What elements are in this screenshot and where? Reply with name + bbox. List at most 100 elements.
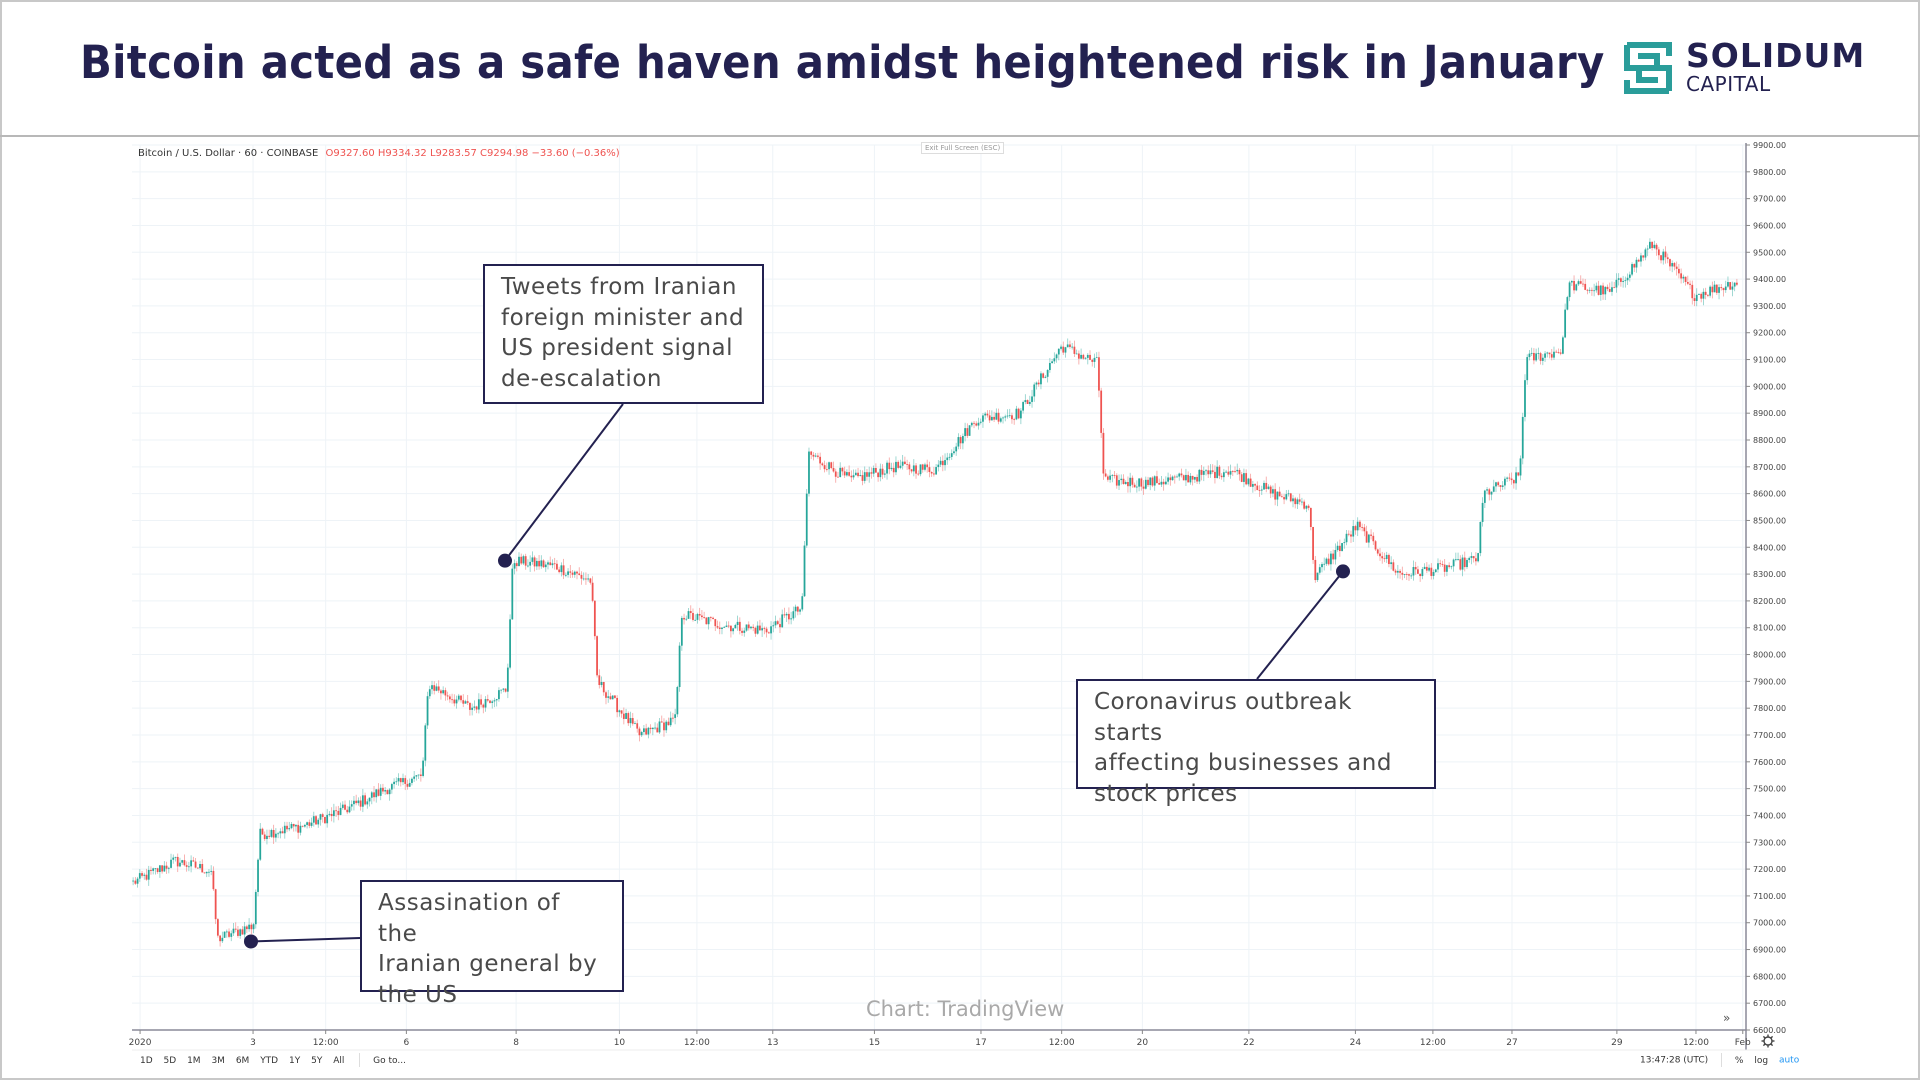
range-all-button[interactable]: All	[333, 1055, 345, 1066]
svg-text:8800.00: 8800.00	[1753, 436, 1786, 445]
svg-text:12:00: 12:00	[684, 1038, 710, 1048]
svg-text:8: 8	[513, 1038, 519, 1048]
chart-settings-gear-icon[interactable]	[1761, 1034, 1775, 1048]
svg-text:9900.00: 9900.00	[1753, 141, 1786, 150]
svg-text:7300.00: 7300.00	[1753, 838, 1786, 847]
svg-text:10: 10	[614, 1038, 626, 1048]
range-5y-button[interactable]: 5Y	[311, 1055, 323, 1066]
exit-fullscreen-button[interactable]: Exit Full Screen (ESC)	[921, 142, 1005, 154]
logo-subtitle: CAPITAL	[1686, 72, 1771, 96]
svg-text:8200.00: 8200.00	[1753, 597, 1786, 606]
svg-text:9700.00: 9700.00	[1753, 195, 1786, 204]
logo-wordmark: SOLIDUM	[1686, 36, 1866, 75]
svg-text:9100.00: 9100.00	[1753, 356, 1786, 365]
range-3m-button[interactable]: 3M	[211, 1055, 225, 1066]
svg-text:9300.00: 9300.00	[1753, 302, 1786, 311]
percent-scale-toggle[interactable]: %	[1734, 1055, 1744, 1066]
svg-text:6: 6	[404, 1038, 410, 1048]
annotation-line: Iranian general by	[378, 951, 598, 977]
svg-text:27: 27	[1506, 1038, 1517, 1048]
svg-text:6900.00: 6900.00	[1753, 946, 1786, 955]
annotation-assassination: Assasination of the Iranian general by t…	[360, 880, 624, 1008]
annotation-line: affecting businesses and	[1094, 750, 1392, 776]
page-title: Bitcoin acted as a safe haven amidst hei…	[80, 36, 1605, 89]
range-1d-button[interactable]: 1D	[140, 1055, 153, 1066]
goto-date-button[interactable]: Go to...	[373, 1055, 406, 1066]
annotation-line: de-escalation	[501, 365, 662, 392]
svg-text:3: 3	[250, 1038, 256, 1048]
range-ytd-button[interactable]: YTD	[260, 1055, 279, 1066]
svg-text:9600.00: 9600.00	[1753, 221, 1786, 230]
range-6m-button[interactable]: 6M	[235, 1055, 250, 1066]
range-1y-button[interactable]: 1Y	[289, 1055, 301, 1066]
svg-text:7900.00: 7900.00	[1753, 677, 1786, 686]
svg-text:8900.00: 8900.00	[1753, 409, 1786, 418]
svg-text:13: 13	[767, 1038, 778, 1048]
svg-text:12:00: 12:00	[1420, 1038, 1446, 1048]
svg-text:6600.00: 6600.00	[1753, 1026, 1786, 1035]
symbol-label: Bitcoin / U.S. Dollar · 60 · COINBASE	[138, 148, 319, 159]
svg-text:24: 24	[1350, 1038, 1362, 1048]
utc-clock: 13:47:28 (UTC)	[1640, 1055, 1709, 1066]
chart-source-watermark: Chart: TradingView	[866, 997, 1065, 1021]
range-toolbar: 1D 5D 1M 3M 6M YTD 1Y 5Y All Go to...	[140, 1053, 414, 1067]
svg-text:29: 29	[1611, 1038, 1623, 1048]
solidum-capital-logo: SOLIDUM CAPITAL	[1624, 36, 1884, 98]
svg-text:12:00: 12:00	[1049, 1038, 1075, 1048]
svg-text:15: 15	[869, 1038, 880, 1048]
svg-text:7000.00: 7000.00	[1753, 919, 1786, 928]
toolbar-divider	[359, 1053, 361, 1067]
svg-text:20: 20	[1137, 1038, 1149, 1048]
annotation-coronavirus: Coronavirus outbreak starts affecting bu…	[1076, 679, 1436, 807]
solidum-s-maze-icon	[1624, 42, 1672, 94]
svg-text:9200.00: 9200.00	[1753, 329, 1786, 338]
svg-text:8500.00: 8500.00	[1753, 516, 1786, 525]
annotation-line: Tweets from Iranian	[501, 274, 737, 300]
svg-text:7800.00: 7800.00	[1753, 704, 1786, 713]
svg-text:17: 17	[975, 1038, 986, 1048]
range-1m-button[interactable]: 1M	[187, 1055, 201, 1066]
annotation-line: US president signal	[501, 335, 734, 361]
ohlc-values: O9327.60 H9334.32 L9283.57 C9294.98 −33.…	[325, 148, 620, 159]
svg-text:9000.00: 9000.00	[1753, 382, 1786, 391]
svg-text:7200.00: 7200.00	[1753, 865, 1786, 874]
svg-text:7400.00: 7400.00	[1753, 811, 1786, 820]
annotation-callouts	[244, 403, 1350, 949]
svg-text:6800.00: 6800.00	[1753, 972, 1786, 981]
svg-text:22: 22	[1243, 1038, 1254, 1048]
svg-text:12:00: 12:00	[1683, 1038, 1709, 1048]
annotation-marker-dot	[498, 553, 512, 568]
annotation-line: Coronavirus outbreak starts	[1094, 689, 1352, 746]
svg-text:9500.00: 9500.00	[1753, 248, 1786, 257]
scroll-to-realtime-icon[interactable]: »	[1723, 1011, 1730, 1025]
chart-status-bar: 13:47:28 (UTC) % log auto	[1640, 1053, 1799, 1067]
svg-text:7100.00: 7100.00	[1753, 892, 1786, 901]
status-divider	[1721, 1053, 1723, 1067]
price-candles	[132, 238, 1738, 947]
svg-text:8700.00: 8700.00	[1753, 463, 1786, 472]
svg-text:9800.00: 9800.00	[1753, 168, 1786, 177]
svg-text:Feb: Feb	[1735, 1038, 1751, 1048]
chart-axes: »	[132, 143, 1775, 1051]
svg-text:2020: 2020	[129, 1038, 152, 1048]
svg-text:8100.00: 8100.00	[1753, 624, 1786, 633]
svg-text:12:00: 12:00	[313, 1038, 339, 1048]
time-axis[interactable]: 2020 3 12:00 6 8 10 12:00 13 15 17 12:00 20 22 24 12:0…	[129, 1030, 1751, 1048]
svg-text:7500.00: 7500.00	[1753, 785, 1786, 794]
svg-text:8000.00: 8000.00	[1753, 651, 1786, 660]
annotation-marker-dot	[244, 934, 258, 949]
annotation-marker-dot	[1336, 564, 1350, 579]
price-axis[interactable]: 9900.00 9800.00 9700.00 9600.00 9500.00 9400.…	[1746, 141, 1786, 1035]
slide-header: Bitcoin acted as a safe haven amidst hei…	[0, 0, 1920, 137]
svg-text:8300.00: 8300.00	[1753, 570, 1786, 579]
auto-scale-toggle[interactable]: auto	[1778, 1055, 1800, 1066]
log-scale-toggle[interactable]: log	[1754, 1055, 1769, 1066]
svg-text:6700.00: 6700.00	[1753, 999, 1786, 1008]
chart-legend: Bitcoin / U.S. Dollar · 60 · COINBASE O9…	[138, 148, 620, 159]
svg-text:8400.00: 8400.00	[1753, 543, 1786, 552]
range-5d-button[interactable]: 5D	[163, 1055, 177, 1066]
svg-text:8600.00: 8600.00	[1753, 490, 1786, 499]
svg-text:7700.00: 7700.00	[1753, 731, 1786, 740]
